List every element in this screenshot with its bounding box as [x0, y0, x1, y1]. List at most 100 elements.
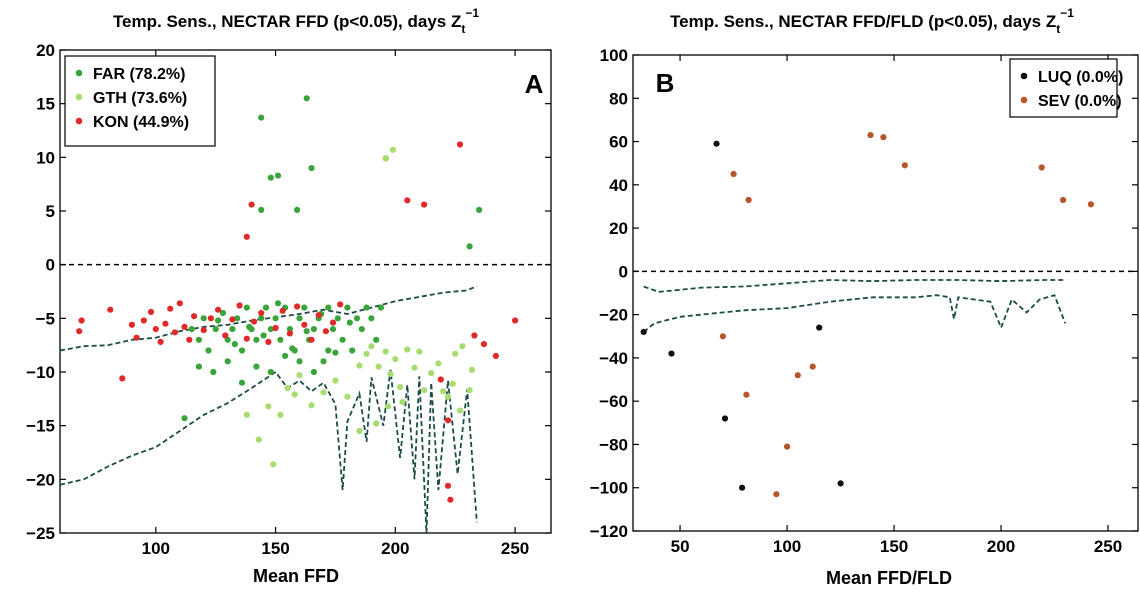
panel-a-point-series-0: [267, 174, 274, 181]
panel-a-point-series-2: [308, 336, 315, 343]
panel-b-point-series-1: [1060, 196, 1067, 204]
panel-a-point-series-1: [270, 461, 277, 468]
panel-a-point-series-1: [344, 393, 351, 400]
panel-b-point-series-1: [745, 196, 752, 204]
panel-a-point-series-0: [377, 304, 384, 311]
panel-a-point-series-0: [349, 347, 356, 354]
panel-b-legend-marker: [1020, 72, 1028, 80]
panel-a-point-series-2: [243, 233, 250, 240]
panel-a-title-sup: −1: [465, 6, 479, 20]
panel-a-legend-label: GTH (73.6%): [93, 90, 187, 107]
panel-a-point-series-0: [373, 336, 380, 343]
panel-a-point-series-2: [480, 341, 487, 348]
panel-a-point-series-2: [171, 329, 179, 336]
panel-a-point-series-1: [449, 380, 456, 387]
panel-a-point-series-2: [337, 301, 344, 308]
panel-a-point-series-0: [272, 315, 279, 322]
panel-a-point-series-0: [363, 304, 370, 311]
panel-a-point-series-0: [212, 326, 219, 333]
panel-b-title-sub: t: [1056, 22, 1060, 36]
panel-b-xtick-label: 50: [671, 537, 690, 556]
panel-a-point-series-0: [188, 326, 195, 333]
panel-a-point-series-0: [246, 323, 253, 330]
panel-a-point-series-2: [329, 319, 337, 326]
panel-a-point-series-0: [243, 304, 250, 311]
panel-b-ytick-label: −120: [590, 522, 628, 541]
panel-a-ytick-label: 20: [36, 41, 55, 60]
panel-a-ytick-label: 5: [46, 202, 55, 221]
panel-a-point-series-2: [250, 318, 258, 325]
panel-a-point-series-1: [368, 343, 375, 350]
panel-a-envelope-lower: [59, 369, 478, 534]
panel-a-point-series-2: [456, 141, 464, 148]
panel-a-point-series-2: [200, 327, 207, 334]
panel-a-point-series-1: [459, 343, 466, 350]
panel-a-point-series-1: [411, 364, 418, 371]
panel-a-point-series-1: [421, 387, 428, 394]
panel-a-point-series-0: [476, 206, 483, 213]
panel-b-xlabel: Mean FFD/FLD: [826, 568, 952, 588]
panel-a-point-series-2: [444, 482, 452, 489]
panel-a-point-series-0: [258, 315, 265, 322]
panel-a-point-series-2: [119, 375, 126, 382]
panel-a-point-series-1: [468, 366, 476, 373]
panel-b-plot: −120 −100 −80 −60 −40 −20 0 20 40 60 80 100 50 100 150…: [590, 46, 1139, 556]
panel-b-point-series-1: [880, 134, 887, 141]
panel-a-ytick-label: −5: [36, 309, 55, 328]
panel-b-envelope-upper: [643, 279, 1066, 293]
panel-a-point-series-0: [301, 304, 308, 311]
panel-a-ytick-label: −10: [26, 363, 55, 382]
panel-a-point-series-2: [258, 309, 265, 317]
panel-a-point-series-0: [195, 363, 202, 370]
panel-a-point-series-0: [277, 336, 284, 343]
panel-a-point-series-1: [243, 411, 250, 418]
panel-a-point-series-1: [356, 362, 363, 369]
panel-b-xtick-label: 100: [773, 537, 801, 556]
panel-a-point-series-1: [382, 155, 389, 162]
panel-a-point-series-2: [279, 307, 286, 314]
panel-a-point-series-0: [289, 345, 296, 352]
panel-a-point-series-1: [284, 385, 291, 392]
panel-a-point-series-2: [437, 376, 444, 383]
panel-a-point-series-0: [320, 358, 327, 365]
panel-a-point-series-0: [296, 315, 303, 322]
panel-b-point-series-0: [739, 484, 746, 491]
panel-a-ytick-label: −15: [26, 417, 55, 436]
panel-a-point-series-2: [76, 328, 83, 335]
panel-a-point-series-1: [466, 387, 473, 394]
panel-a-point-series-2: [471, 332, 478, 339]
panel-a-point-series-1: [277, 411, 284, 418]
panel-a-point-series-0: [310, 368, 317, 376]
panel-a-point-series-2: [404, 197, 411, 204]
panel-b-ytick-label: −100: [590, 479, 628, 498]
panel-b-letter: B: [656, 68, 675, 98]
panel-a-point-series-0: [267, 368, 274, 376]
panel-a-point-series-1: [382, 348, 389, 355]
panel-b-ytick-label: 20: [609, 219, 628, 238]
panel-a-point-series-0: [274, 172, 282, 179]
panel-a-point-series-2: [243, 335, 250, 342]
panel-a-point-series-0: [296, 358, 303, 365]
panel-b-legend-label: SEV (0.0%): [1038, 93, 1122, 110]
panel-a-point-series-0: [219, 309, 226, 317]
panel-b-point-series-1: [1038, 164, 1045, 171]
panel-b-title-sup: −1: [1060, 6, 1074, 20]
panel-a-point-series-0: [325, 347, 332, 354]
panel-b-point-series-0: [837, 480, 844, 487]
panel-a-point-series-2: [176, 300, 183, 307]
panel-a-point-series-2: [152, 326, 159, 333]
panel-a-point-series-0: [286, 326, 293, 333]
panel-b-point-series-1: [743, 391, 750, 398]
panel-a-point-series-2: [167, 305, 174, 312]
panel-a-point-series-0: [329, 326, 337, 333]
panel-a-xtick-label: 150: [261, 539, 289, 558]
panel-b-ytick-label: 100: [600, 46, 628, 65]
panel-a-point-series-0: [308, 165, 315, 172]
panel-a-point-series-1: [308, 402, 315, 409]
panel-b-ytick-label: 40: [609, 176, 628, 195]
panel-b-title-main: Temp. Sens., NECTAR FFD/FLD (p<0.05), da…: [670, 12, 1056, 31]
panel-a-point-series-0: [353, 315, 361, 322]
panel-a-point-series-0: [303, 95, 310, 102]
panel-a-point-series-2: [248, 201, 255, 208]
panel-a-point-series-0: [344, 304, 351, 311]
